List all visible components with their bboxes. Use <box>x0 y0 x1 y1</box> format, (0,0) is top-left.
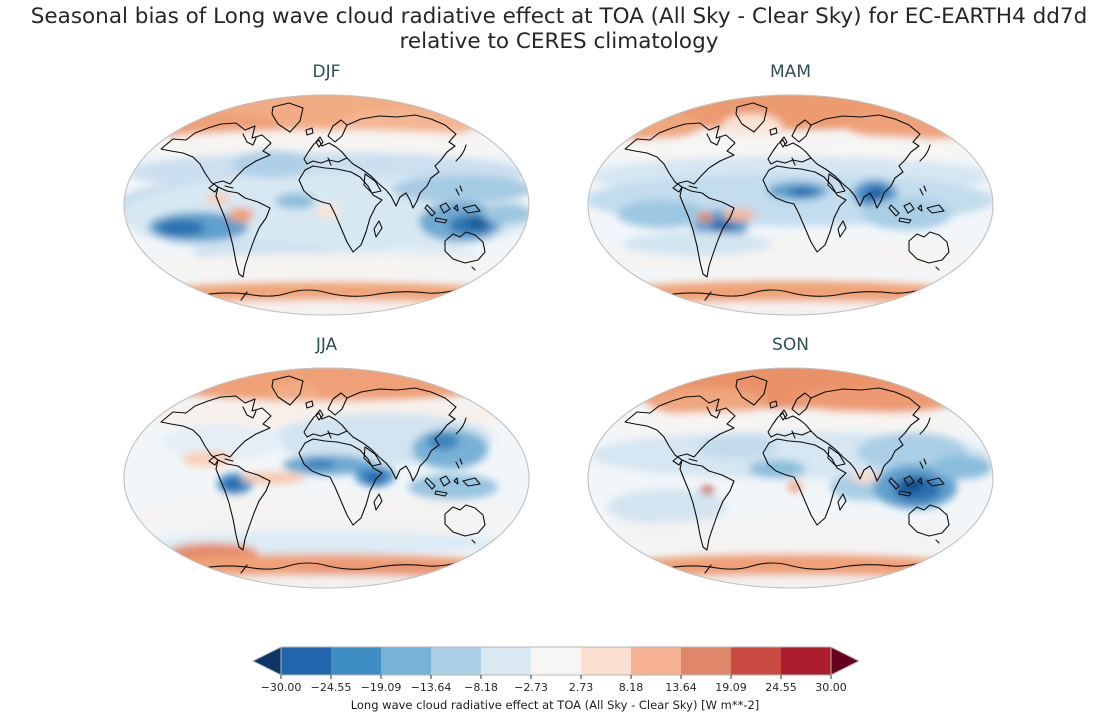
colorbar-tick-label: 13.64 <box>665 681 697 694</box>
colorbar-tick-label: −24.55 <box>311 681 352 694</box>
colorbar-tick-label: 24.55 <box>765 681 797 694</box>
colorbar-segment <box>281 647 331 675</box>
colorbar-segment <box>481 647 531 675</box>
figure-title: Seasonal bias of Long wave cloud radiati… <box>0 4 1118 54</box>
colorbar-tick-label: 19.09 <box>715 681 747 694</box>
colorbar-segment <box>731 647 781 675</box>
coastlines <box>624 375 966 574</box>
colorbar-tick-label: 2.73 <box>569 681 594 694</box>
coastlines <box>160 375 502 574</box>
map-djf <box>123 94 530 316</box>
panel-title-son: SON <box>772 335 809 355</box>
map-djf-container <box>123 94 530 316</box>
panel-djf: DJF <box>123 60 530 316</box>
map-jja-container <box>123 367 530 589</box>
map-son <box>587 367 994 589</box>
colorbar-segment <box>581 647 631 675</box>
map-son-container <box>587 367 994 589</box>
colorbar-tick-label: −8.18 <box>464 681 498 694</box>
colorbar-segment <box>381 647 431 675</box>
panel-son: SON <box>587 333 994 589</box>
colorbar-extend-right <box>830 646 861 676</box>
figure-title-line2: relative to CERES climatology <box>399 29 719 54</box>
colorbar-segment <box>631 647 681 675</box>
coastlines <box>160 102 502 301</box>
colorbar-tick-label: −30.00 <box>261 681 302 694</box>
colorbar-extend-left <box>251 646 282 676</box>
colorbar-segment <box>331 647 381 675</box>
colorbar-tick-label: −19.09 <box>361 681 402 694</box>
panel-mam: MAM <box>587 60 994 316</box>
colorbar: −30.00 −24.55 −19.09 −13.64 −8.18 −2.73 2.73 8.… <box>251 646 861 696</box>
colorbar-label: Long wave cloud radiative effect at TOA … <box>350 698 760 712</box>
colorbar-segment <box>681 647 731 675</box>
colorbar-tick-label: −13.64 <box>411 681 452 694</box>
colorbar-segment <box>431 647 481 675</box>
map-jja <box>123 367 530 589</box>
panel-title-jja: JJA <box>315 335 338 355</box>
colorbar-tick-label: −2.73 <box>514 681 548 694</box>
colorbar-tick-label: 30.00 <box>815 681 847 694</box>
map-mam-container <box>587 94 994 316</box>
colorbar-segment <box>531 647 581 675</box>
panel-title-mam: MAM <box>770 62 811 82</box>
coastlines <box>624 102 966 301</box>
figure-title-line1: Seasonal bias of Long wave cloud radiati… <box>30 4 1088 29</box>
colorbar-segment <box>781 647 831 675</box>
colorbar-svg: −30.00 −24.55 −19.09 −13.64 −8.18 −2.73 2.73 8.… <box>251 646 861 694</box>
panel-title-djf: DJF <box>312 62 341 82</box>
panel-jja: JJA <box>123 333 530 589</box>
map-mam <box>587 94 994 316</box>
colorbar-tick-label: 8.18 <box>619 681 644 694</box>
bias-field-son <box>590 368 992 588</box>
